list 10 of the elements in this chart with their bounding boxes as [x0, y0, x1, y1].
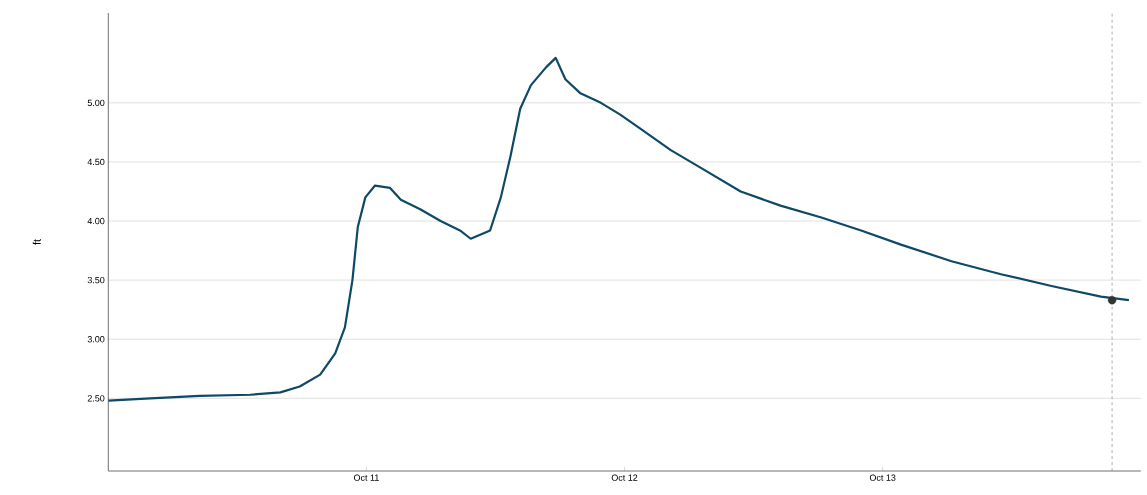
y-tick-label: 5.00 [87, 99, 105, 106]
y-tick-label: 3.00 [87, 336, 105, 343]
y-tick-label: 4.50 [87, 158, 105, 166]
x-tick-label: Oct 12 [611, 474, 638, 481]
y-tick-label: 4.00 [87, 217, 105, 225]
x-tick-label: Oct 11 [353, 474, 379, 481]
y-axis-title: ft [32, 239, 41, 245]
y-tick-label: 2.50 [87, 395, 105, 402]
y-tick-label: 3.50 [87, 276, 105, 284]
x-tick-label: Oct 13 [869, 474, 896, 481]
